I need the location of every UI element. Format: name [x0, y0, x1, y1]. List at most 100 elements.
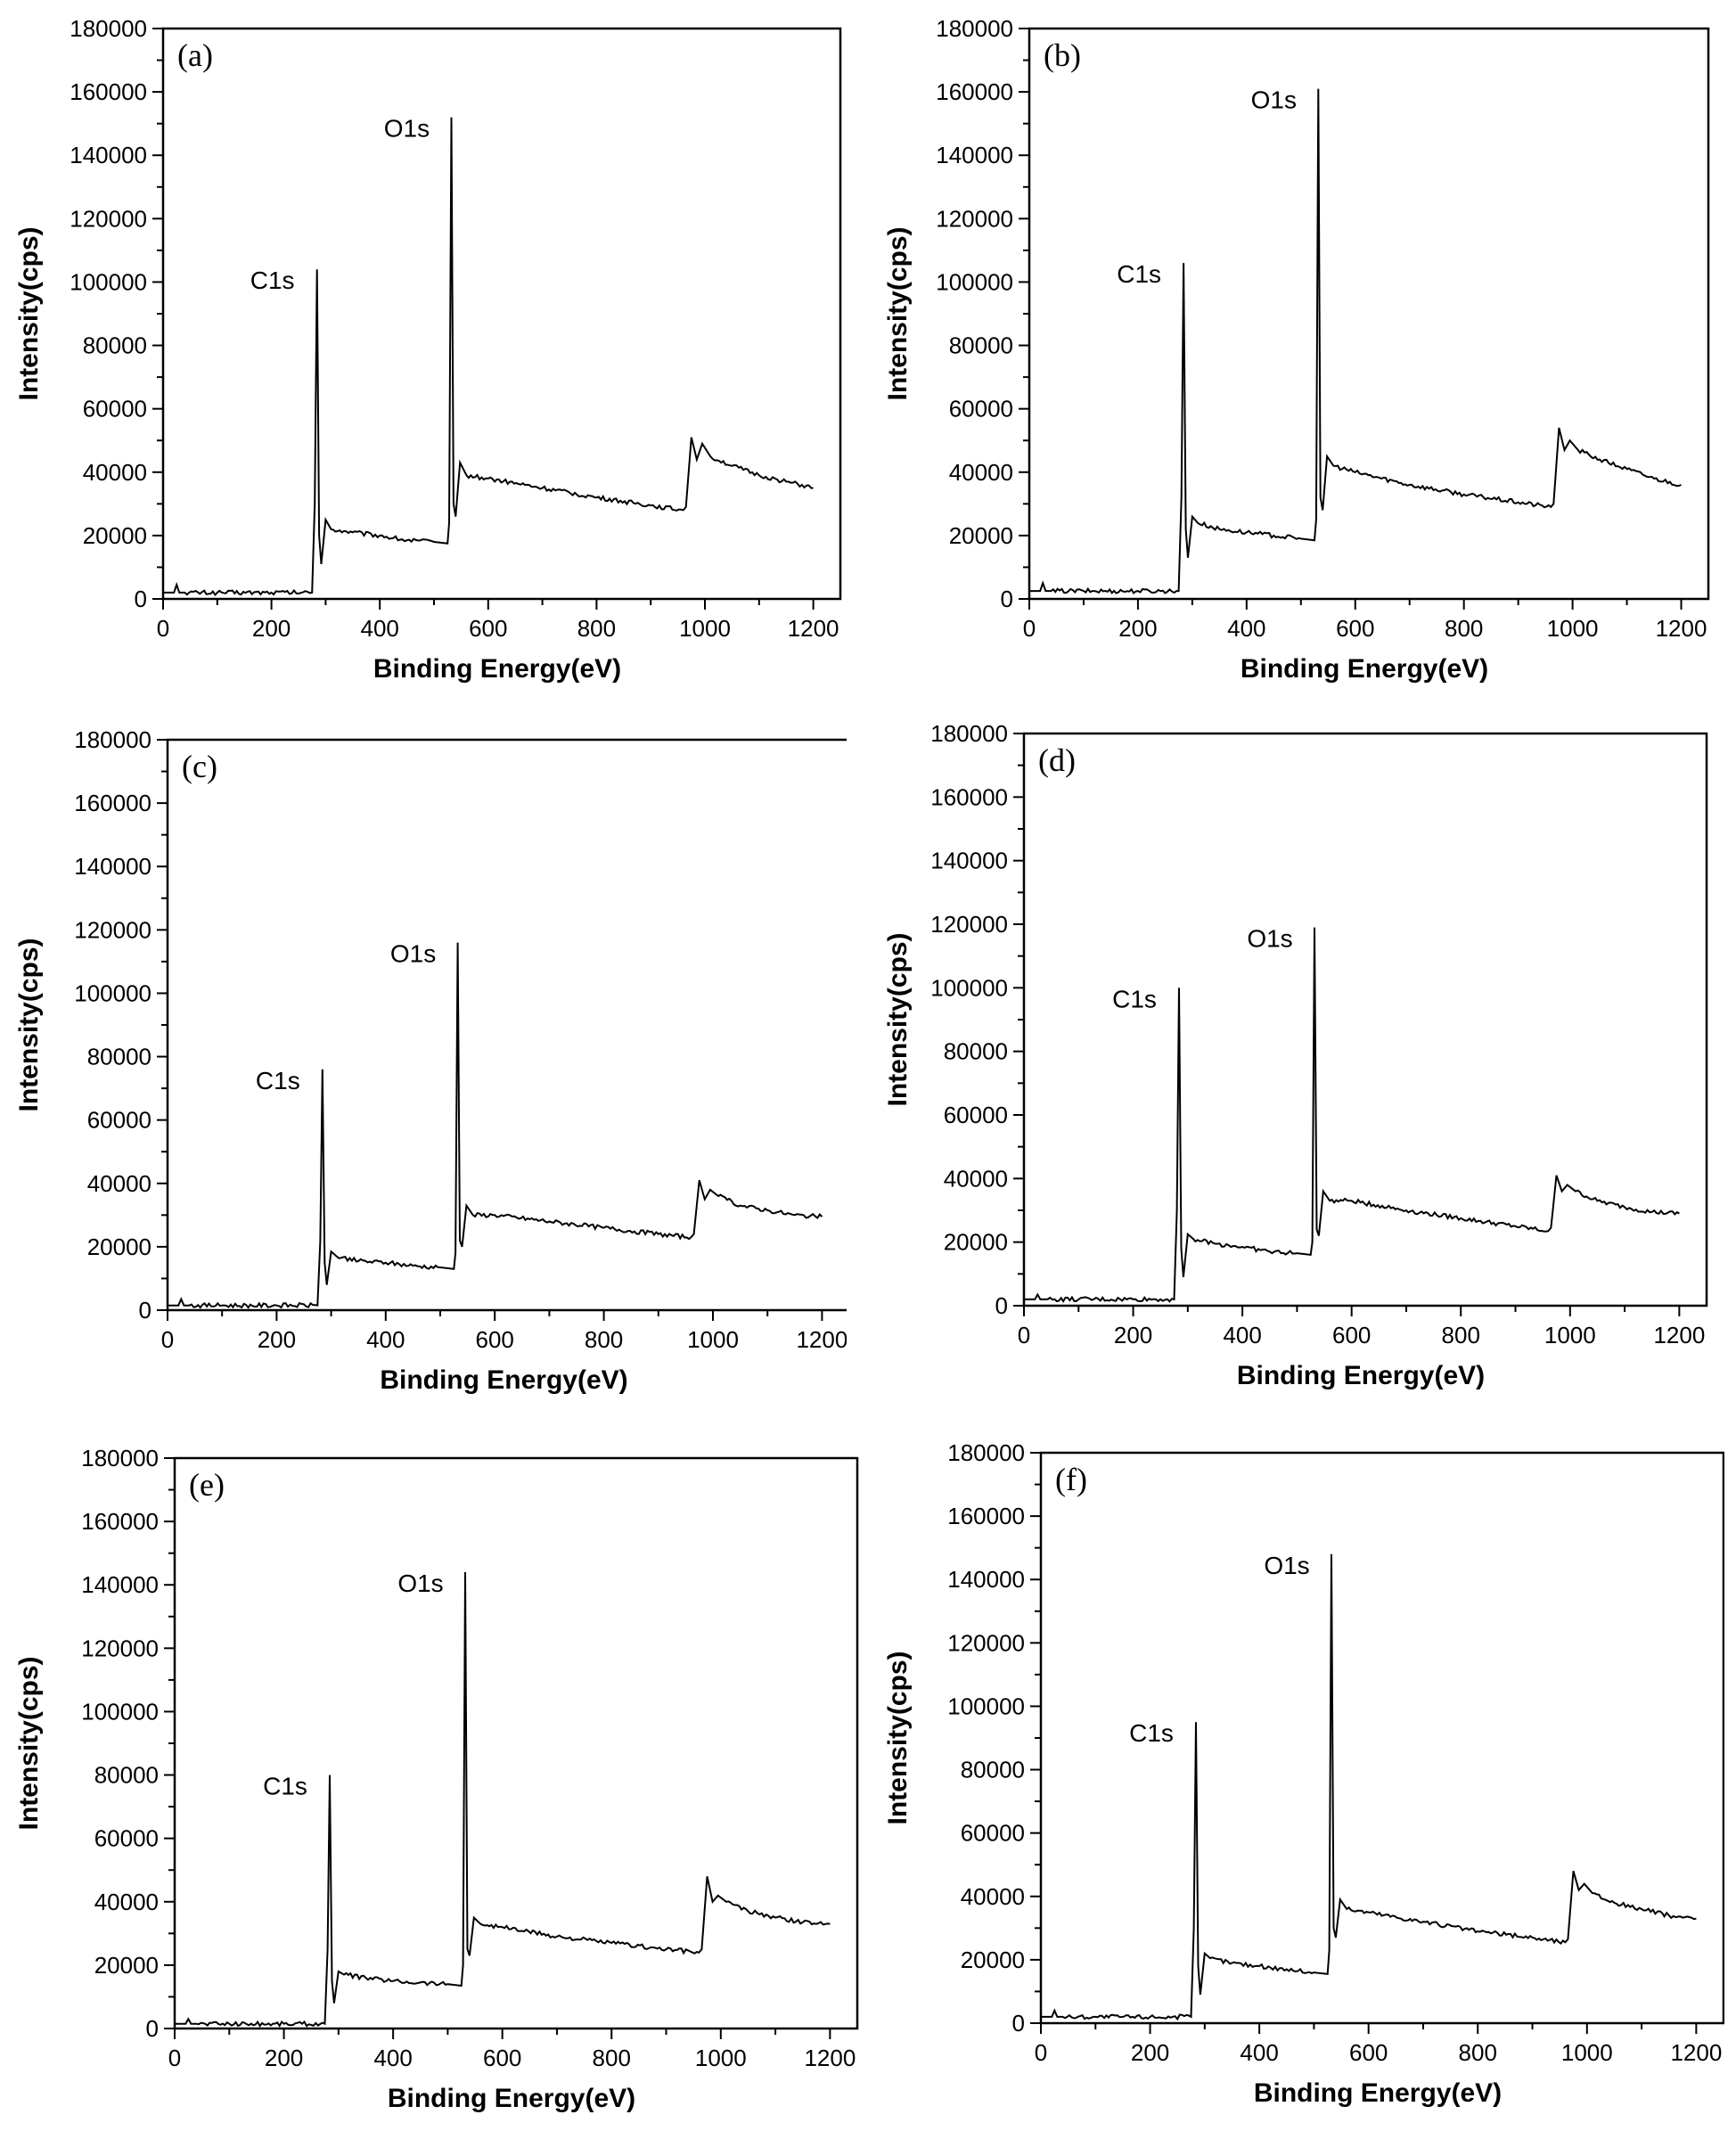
x-tick-label: 800: [577, 615, 616, 642]
o1s-peak-label: O1s: [1251, 86, 1297, 114]
o1s-peak-label: O1s: [397, 1570, 443, 1597]
x-tick-label: 1200: [804, 2045, 856, 2071]
plot-frame: [1028, 27, 1710, 601]
chart-panel: 0 200 400 600 800 1000 1200 0 20000 40000 60000 800…: [869, 0, 1724, 695]
chart-panel: 0 200 400 600 800 1000 1200 0 20000 40000 60000 800…: [869, 1430, 1725, 2131]
y-tick-label: 80000: [944, 1038, 1008, 1065]
y-tick-label: 40000: [944, 1165, 1008, 1192]
x-tick-label: 800: [593, 2045, 631, 2071]
x-tick-label: 800: [1445, 615, 1483, 642]
c1s-peak-label: C1s: [1112, 985, 1157, 1012]
x-tick-label: 400: [373, 2045, 412, 2071]
x-tick-label: 600: [476, 1326, 514, 1353]
o1s-peak-label: O1s: [390, 940, 436, 968]
y-tick-label: 180000: [74, 726, 151, 753]
y-tick-label: 120000: [70, 205, 147, 232]
c1s-peak-label: C1s: [250, 266, 295, 294]
y-tick-label: 20000: [961, 1947, 1025, 1973]
panel-label: (e): [189, 1467, 225, 1503]
x-tick-label: 600: [1349, 2039, 1388, 2066]
plot-frame: [166, 738, 851, 1312]
panel-label: (d): [1038, 742, 1076, 778]
x-tick-label: 1000: [695, 2045, 747, 2071]
x-axis-title: Binding Energy(eV): [1241, 654, 1488, 684]
x-tick-label: 1200: [796, 1326, 847, 1353]
spectrum-line: [1029, 88, 1682, 594]
chart-svg: 0 200 400 600 800 1000 1200 0 20000 40000 60000 800…: [14, 726, 851, 1395]
panel-label: (c): [182, 749, 217, 784]
y-tick-label: 0: [139, 1297, 151, 1324]
y-tick-label: 160000: [947, 1503, 1025, 1529]
chart-panel: 0 200 400 600 800 1000 1200 0 20000 40000 60000 800…: [869, 704, 1724, 1413]
chart-svg: 0 200 400 600 800 1000 1200 0 20000 40000 60000 800…: [883, 720, 1708, 1390]
y-tick-label: 140000: [74, 853, 151, 880]
y-tick-label: 40000: [94, 1889, 159, 1915]
o1s-peak-label: O1s: [1247, 925, 1292, 953]
spectrum-line: [163, 117, 814, 596]
y-axis-title: Intensity(cps): [883, 932, 913, 1106]
y-tick-label: 140000: [936, 142, 1013, 168]
x-tick-label: 800: [1459, 2039, 1497, 2066]
x-tick-label: 800: [585, 1326, 623, 1353]
y-tick-label: 20000: [87, 1234, 151, 1260]
chart-panel: 0 200 400 600 800 1000 1200 0 20000 40000 60000 800…: [0, 1430, 860, 2131]
o1s-peak-label: O1s: [1264, 1552, 1309, 1579]
y-tick-label: 60000: [944, 1102, 1008, 1128]
y-tick-label: 180000: [70, 15, 147, 42]
x-tick-label: 600: [483, 2045, 521, 2071]
x-axis-title: Binding Energy(eV): [388, 2084, 635, 2113]
y-tick-label: 60000: [949, 396, 1013, 422]
x-tick-label: 1200: [1653, 1322, 1705, 1348]
y-tick-label: 160000: [936, 78, 1013, 105]
y-tick-label: 120000: [74, 916, 151, 943]
x-tick-label: 0: [157, 615, 169, 642]
x-tick-label: 400: [1227, 615, 1265, 642]
y-tick-label: 180000: [947, 1439, 1025, 1466]
x-tick-label: 1000: [1547, 615, 1599, 642]
spectrum-line: [168, 942, 823, 1309]
y-tick-label: 40000: [949, 459, 1013, 486]
y-tick-label: 0: [146, 2015, 159, 2042]
c1s-peak-label: C1s: [1129, 1719, 1174, 1747]
x-axis-title: Binding Energy(eV): [380, 1365, 627, 1395]
y-axis-title: Intensity(cps): [14, 1656, 44, 1830]
y-axis-title: Intensity(cps): [883, 1651, 913, 1824]
chart-panel: 0 200 400 600 800 1000 1200 0 20000 40000 60000 800…: [0, 0, 847, 695]
x-axis-title: Binding Energy(eV): [1237, 1361, 1485, 1390]
c1s-peak-label: C1s: [263, 1773, 307, 1800]
y-tick-label: 100000: [74, 979, 151, 1006]
x-tick-label: 1000: [1561, 2039, 1613, 2066]
y-tick-label: 140000: [81, 1571, 159, 1598]
y-tick-label: 40000: [87, 1170, 151, 1197]
x-tick-label: 200: [1114, 1322, 1152, 1348]
plot-frame: [1022, 732, 1708, 1307]
chart-svg: 0 200 400 600 800 1000 1200 0 20000 40000 60000 800…: [14, 15, 842, 684]
y-tick-label: 0: [1012, 2010, 1025, 2037]
x-tick-label: 1200: [1656, 615, 1707, 642]
spectrum-line: [1041, 1553, 1697, 2021]
x-axis-title: Binding Energy(eV): [373, 654, 621, 684]
x-tick-label: 0: [1023, 615, 1036, 642]
spectrum-line: [1024, 927, 1680, 1304]
y-tick-label: 0: [135, 586, 147, 612]
x-tick-label: 0: [168, 2045, 181, 2071]
x-tick-label: 0: [1018, 1322, 1030, 1348]
y-tick-label: 180000: [936, 15, 1013, 42]
y-tick-label: 100000: [70, 268, 147, 295]
y-axis-title: Intensity(cps): [14, 226, 44, 400]
c1s-peak-label: C1s: [256, 1067, 300, 1094]
x-tick-label: 200: [252, 615, 291, 642]
y-tick-label: 100000: [936, 268, 1013, 295]
x-tick-label: 400: [366, 1326, 405, 1353]
x-tick-label: 400: [1240, 2039, 1278, 2066]
x-tick-label: 1000: [687, 1326, 739, 1353]
x-axis-title: Binding Energy(eV): [1254, 2078, 1502, 2108]
o1s-peak-label: O1s: [384, 115, 430, 143]
x-tick-label: 0: [1035, 2039, 1047, 2066]
x-tick-label: 600: [469, 615, 507, 642]
y-tick-label: 100000: [81, 1698, 159, 1725]
x-tick-label: 600: [1332, 1322, 1371, 1348]
y-tick-label: 40000: [83, 459, 147, 486]
x-tick-label: 800: [1442, 1322, 1480, 1348]
y-tick-label: 40000: [961, 1883, 1025, 1910]
